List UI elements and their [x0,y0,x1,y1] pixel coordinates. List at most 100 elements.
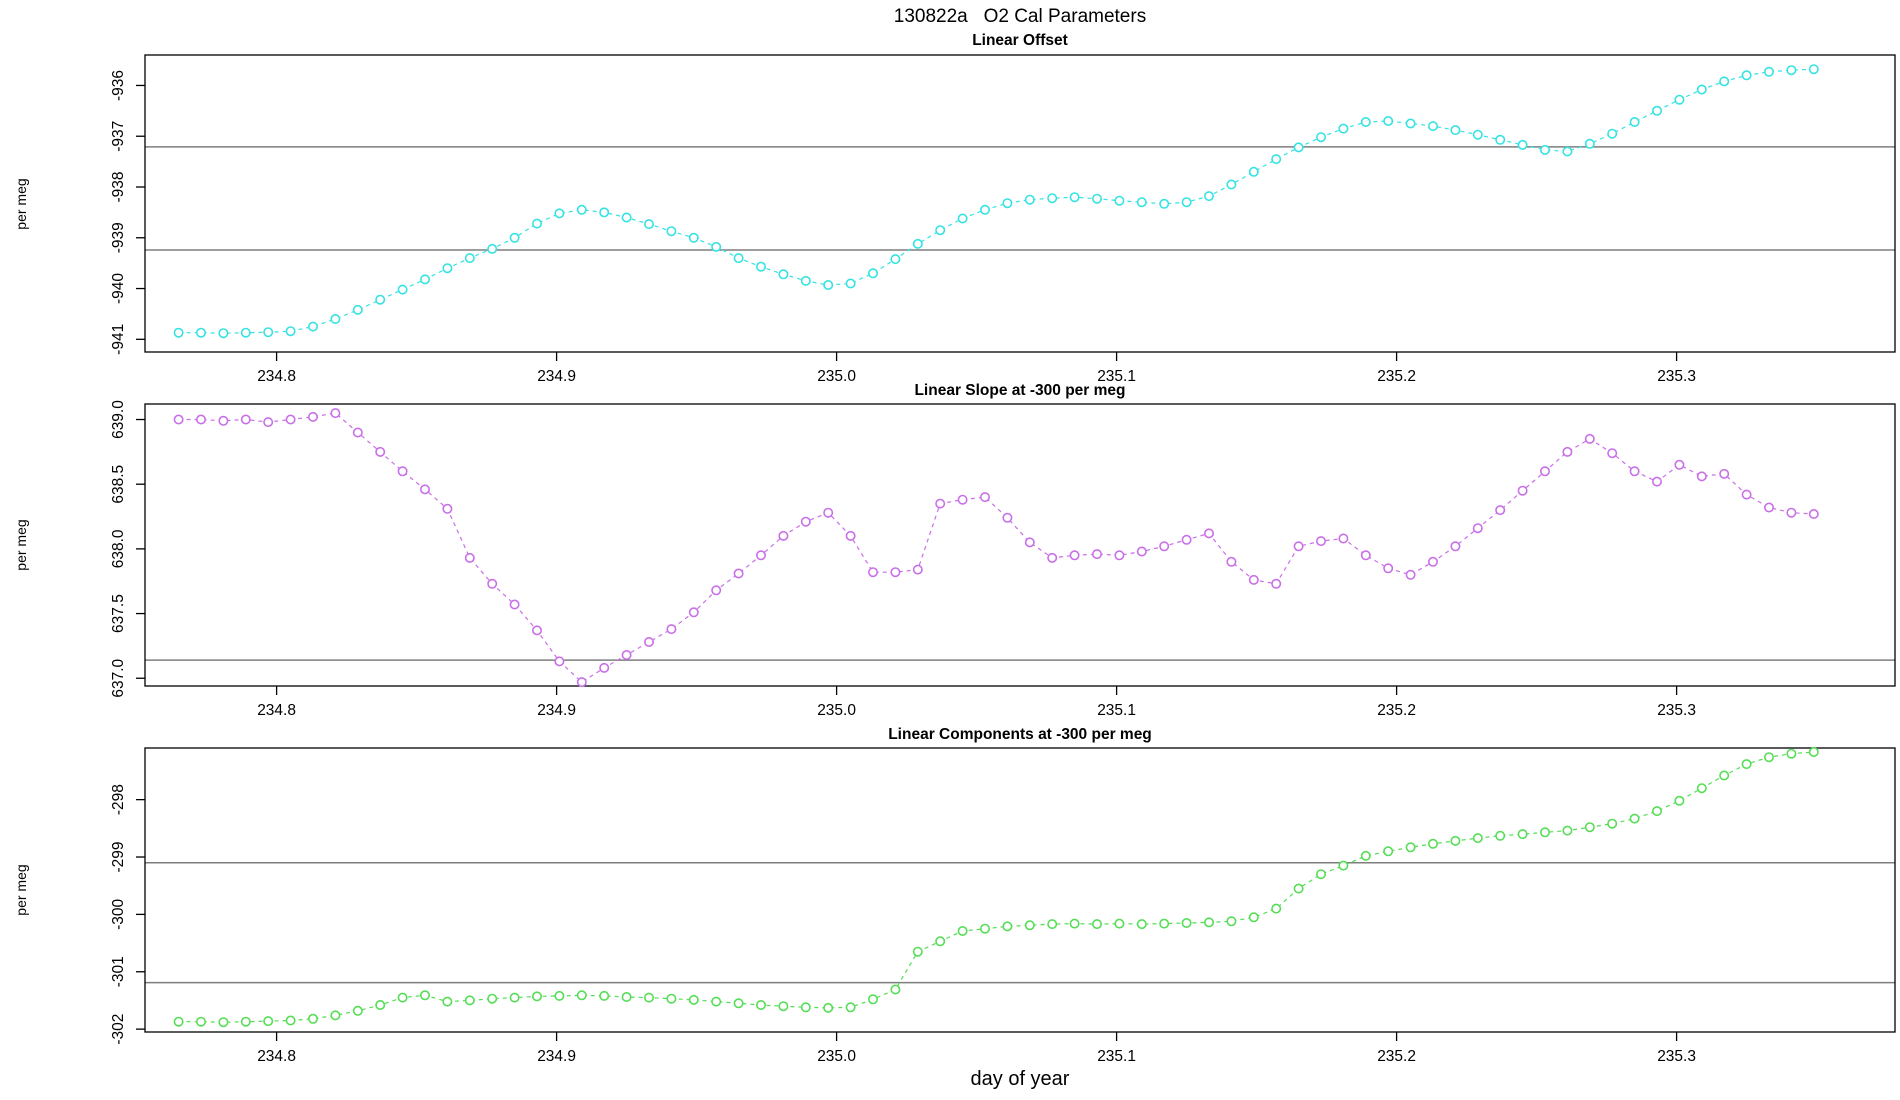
data-point-marker [688,994,699,1005]
panel-2-x-tick-label-1: 234.9 [537,1048,576,1065]
data-point-marker [1517,829,1528,840]
data-point-marker [576,990,587,1001]
panel-0-x-tick-label-3: 235.1 [1097,368,1136,385]
data-point-marker [755,550,766,561]
data-point-marker [1607,818,1618,829]
data-point-marker [778,530,789,541]
data-point-marker [1248,166,1259,177]
data-point-marker [1741,489,1752,500]
data-point-marker [1092,549,1103,560]
data-point-marker [1226,179,1237,190]
data-point-marker [599,662,610,673]
data-point-marker [1383,846,1394,857]
data-point-marker [1808,746,1819,757]
data-point-marker [823,1002,834,1013]
data-point-marker [1159,541,1170,552]
data-point-marker [285,1015,296,1026]
data-point-marker [1248,912,1259,923]
panel-1-y-tick-label-2: 638.0 [110,529,127,568]
data-point-marker [1808,64,1819,75]
data-point-marker [1338,123,1349,134]
data-point-marker [330,408,341,419]
data-point-marker [1764,66,1775,77]
data-point-marker [240,414,251,425]
data-point-marker [1652,476,1663,487]
data-point-marker [711,241,722,252]
data-point-marker [935,936,946,947]
panel-1-x-tick-label-2: 235.0 [817,702,856,719]
data-point-marker [957,213,968,224]
data-point-marker [1136,197,1147,208]
data-point-marker [218,415,229,426]
data-point-marker [1114,195,1125,206]
panel-1-y-tick-label-1: 637.5 [110,594,127,633]
panel-0-x-tick-label-4: 235.2 [1377,368,1416,385]
panel-0-y-tick-label-0: -941 [110,324,127,355]
data-point-marker [1786,65,1797,76]
data-point-marker [1472,833,1483,844]
data-point-marker [1540,827,1551,838]
data-point-marker [1024,194,1035,205]
data-point-marker [1405,118,1416,129]
data-point-marker [1629,466,1640,477]
data-point-marker [823,279,834,290]
data-point-marker [1136,546,1147,557]
panel2-y-axis-label: per meg [13,519,29,570]
data-point-marker [1338,860,1349,871]
panel-0-plot-box [144,54,1896,353]
data-point-marker [1383,563,1394,574]
panel-1-series-points [173,408,1819,688]
data-point-marker [1562,146,1573,157]
data-point-marker [778,269,789,280]
panel-2-y-tick-label-2: -300 [110,898,127,929]
data-point-marker [196,1016,207,1027]
data-point-marker [1405,842,1416,853]
data-point-marker [1450,541,1461,552]
data-point-marker [800,1002,811,1013]
data-point-marker [419,274,430,285]
data-point-marker [867,567,878,578]
panel-2-y-tick-label-1: -301 [110,956,127,987]
data-point-marker [1271,903,1282,914]
data-point-marker [1159,198,1170,209]
panel-1-y-tick-label-3: 638.5 [110,465,127,504]
panel-0-series-points [173,64,1819,339]
data-point-marker [1181,917,1192,928]
panel-1-plot-box [144,403,1896,687]
panel-0-x-tick-label-2: 235.0 [817,368,856,385]
data-point-marker [643,636,654,647]
data-point-marker [1181,534,1192,545]
panel-2-series-line [178,751,1814,1023]
data-point-marker [173,414,184,425]
data-point-marker [464,995,475,1006]
data-point-marker [1204,528,1215,539]
data-point-marker [1047,193,1058,204]
data-point-marker [307,1013,318,1024]
data-point-marker [263,327,274,338]
data-point-marker [823,507,834,518]
panel-2: 234.8 234.9 235.0 235.1 235.2 235.3 -302 -301 -3… [110,746,1896,1065]
data-point-marker [419,990,430,1001]
data-point-marker [1069,192,1080,203]
data-point-marker [531,218,542,229]
panel-1-series-line [178,412,1814,683]
data-point-marker [576,677,587,688]
data-point-marker [1316,869,1327,880]
data-point-marker [196,327,207,338]
data-point-marker [375,446,386,457]
panel-2-x-tick-label-5: 235.3 [1657,1048,1696,1065]
x-axis-label: day of year [970,1068,1070,1090]
data-point-marker [173,327,184,338]
data-point-marker [800,516,811,527]
data-point-marker [1271,154,1282,165]
data-point-marker [1024,920,1035,931]
panel-0-y-tick-label-4: -937 [110,121,127,152]
data-point-marker [1540,144,1551,155]
data-point-marker [957,925,968,936]
data-point-marker [1584,433,1595,444]
data-point-marker [845,530,856,541]
panel1-y-axis-label: per meg [13,178,29,229]
panel-2-x-tick-label-4: 235.2 [1377,1048,1416,1065]
page-title: 130822a O2 Cal Parameters [893,6,1147,27]
panel-2-plot-box [144,747,1896,1033]
